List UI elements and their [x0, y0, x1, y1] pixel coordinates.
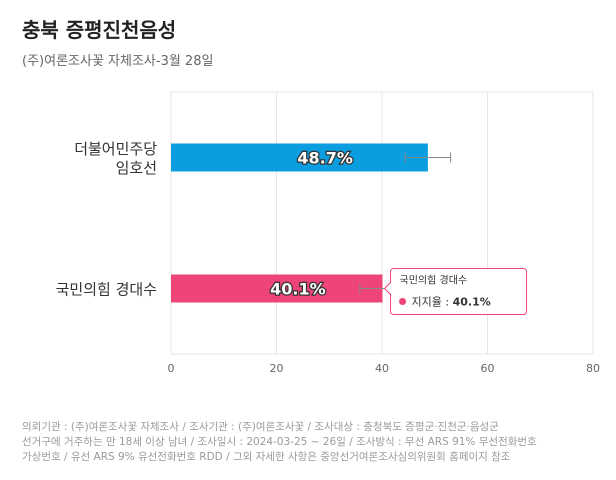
x-tick-label: 20 [270, 362, 284, 375]
footer-line-2: 선거구에 거주하는 만 18세 이상 남녀 / 조사일시 : 2024-03-2… [22, 436, 537, 448]
survey-footer: 의뢰기관 : (주)여론조사꽃 자체조사 / 조사기관 : (주)여론조사꽃 /… [22, 420, 602, 465]
category-label: 더불어민주당 [74, 140, 157, 158]
category-label: 임호선 [116, 159, 157, 177]
x-tick-label: 80 [586, 362, 600, 375]
bar-value-label: 40.1% [270, 280, 326, 299]
bar-value-label: 48.7% [297, 149, 353, 168]
tooltip-pointer-mask [390, 283, 393, 294]
tooltip-title: 국민의힘 경대수 [400, 274, 468, 287]
x-tick-label: 60 [481, 362, 495, 375]
bar [171, 274, 383, 303]
footer-line-3: 가상번호 / 유선 ARS 9% 유선전화번호 RDD / 그외 자세한 사항은… [22, 451, 511, 463]
tooltip-marker [399, 298, 407, 305]
category-label: 국민의힘 경대수 [56, 281, 157, 299]
x-tick-label: 0 [168, 362, 175, 375]
x-tick-label: 40 [375, 362, 389, 375]
tooltip-label-text: 지지율 : [412, 296, 453, 309]
tooltip-label: 지지율 : 40.1% [412, 296, 491, 309]
tooltip-value: 40.1% [453, 296, 491, 309]
page-title: 충북 증평진천음성 [22, 18, 177, 42]
page-subtitle: (주)여론조사꽃 자체조사-3월 28일 [22, 54, 214, 69]
bar [171, 143, 428, 172]
tooltip-pointer [383, 281, 392, 296]
footer-line-1: 의뢰기관 : (주)여론조사꽃 자체조사 / 조사기관 : (주)여론조사꽃 /… [22, 421, 499, 433]
